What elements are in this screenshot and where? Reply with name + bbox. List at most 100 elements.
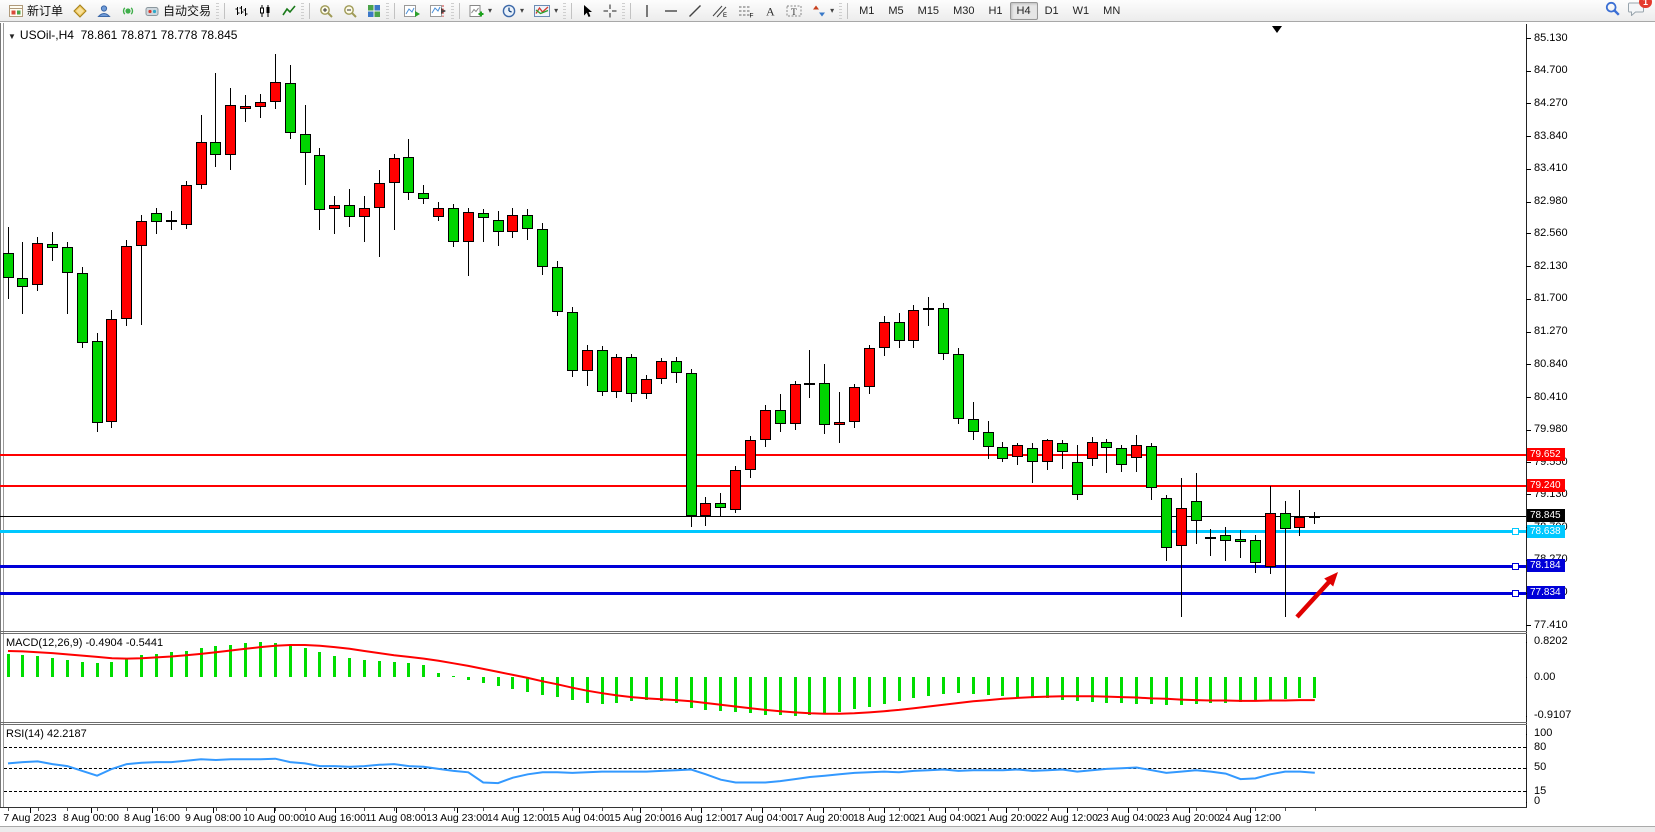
main-macd-separator[interactable] (0, 631, 1527, 632)
candle-wick (482, 209, 484, 242)
new-order-button[interactable]: 新订单 (4, 0, 68, 22)
main-macd-separator-2[interactable] (0, 633, 1527, 634)
price-tick (1526, 168, 1531, 170)
window-bottom-border (0, 826, 1655, 827)
line-endpoint-marker[interactable] (1512, 589, 1519, 597)
candle-bearish (997, 447, 1009, 459)
notifications-chat-icon[interactable]: 1 (1628, 0, 1652, 21)
timeframe-h1-button[interactable]: H1 (988, 4, 1003, 17)
price-tick-label: 81.700 (1534, 292, 1568, 305)
bid-price-line[interactable] (0, 515, 1526, 517)
equidistant-channel-button[interactable]: E (707, 0, 733, 22)
time-tick-major (1067, 808, 1068, 813)
time-tick-major (91, 808, 92, 813)
signals-button[interactable] (116, 0, 140, 22)
text-label-button[interactable]: T (781, 0, 807, 22)
fibonacci-button[interactable]: F (733, 0, 759, 22)
arrow-annotation[interactable] (1295, 580, 1331, 619)
time-tick-minor (453, 808, 455, 811)
candle-bullish (462, 212, 474, 242)
horizontal-line-button[interactable] (659, 0, 683, 22)
arrows-button[interactable]: ▾ (807, 0, 839, 22)
search-icon[interactable] (1605, 1, 1620, 21)
toolbar-separator (394, 2, 396, 19)
resistance-line-1[interactable] (0, 453, 1526, 456)
macd-histogram-bar (541, 677, 545, 695)
timeframe-m15-button[interactable]: M15 (917, 4, 940, 17)
time-axis-border (0, 807, 1655, 808)
text-button[interactable]: A (759, 0, 781, 22)
time-tick-minor (839, 808, 841, 811)
chart-ohlc-readout: 78.861 78.871 78.778 78.845 (80, 28, 238, 42)
new-chart-button[interactable]: ▾ (464, 0, 497, 22)
chart-shift-button[interactable] (425, 0, 451, 22)
arrows-button-dropdown-arrow-icon[interactable]: ▾ (830, 6, 835, 15)
zoom-in-icon (319, 4, 333, 18)
macd-rsi-separator-2[interactable] (0, 724, 1527, 725)
cursor-button[interactable] (576, 0, 598, 22)
candle-bearish (284, 82, 296, 134)
chart-plot-area[interactable] (0, 23, 1526, 606)
macd-histogram-bar (763, 677, 767, 715)
autotrading-button[interactable]: 自动交易 (140, 0, 216, 22)
macd-histogram-bar (1120, 677, 1124, 704)
candle-bearish (715, 502, 727, 509)
tile-windows-button[interactable] (362, 0, 386, 22)
price-axis-border[interactable] (1526, 24, 1527, 826)
time-tick-minor (8, 808, 9, 811)
support-line-blue-1[interactable] (0, 564, 1526, 568)
toolbar-group-grip (301, 2, 305, 19)
timeframe-w1-button[interactable]: W1 (1072, 4, 1090, 17)
support-line-blue-2[interactable] (0, 591, 1526, 595)
resistance-line-2[interactable] (0, 485, 1526, 488)
line-endpoint-marker[interactable] (1512, 528, 1519, 536)
chart-shift-marker-icon[interactable] (1272, 26, 1282, 33)
toolbar-separator (571, 2, 573, 19)
timeframe-h4-button[interactable]: H4 (1009, 1, 1038, 20)
timeframe-mn-button[interactable]: MN (1103, 4, 1121, 17)
crosshair-button[interactable] (598, 0, 622, 22)
toolbar-separator (309, 2, 311, 19)
time-tick-major (762, 808, 763, 813)
trendline-button[interactable] (683, 0, 707, 22)
candle-bearish (76, 273, 88, 344)
price-badge-77.834: 77.834 (1527, 586, 1565, 599)
price-tick-label: 82.980 (1534, 195, 1568, 208)
candlestick-button[interactable] (253, 0, 277, 22)
time-label: 13 Aug 23:00 (426, 812, 488, 824)
bar-chart-button[interactable] (229, 0, 253, 22)
timeframe-m1-button[interactable]: M1 (859, 4, 875, 17)
time-label: 16 Aug 12:00 (670, 812, 732, 824)
indicators-button-dropdown-arrow-icon[interactable]: ▾ (554, 6, 559, 15)
time-tick-major (335, 808, 336, 813)
vertical-line-button[interactable] (635, 0, 659, 22)
support-line-cyan[interactable] (0, 530, 1526, 534)
time-axis[interactable] (0, 808, 1655, 826)
candle-bearish (819, 382, 831, 426)
price-axis[interactable] (1527, 24, 1655, 826)
zoom-out-button[interactable] (338, 0, 362, 22)
macd-rsi-separator[interactable] (0, 722, 1527, 723)
candle-bearish (2, 253, 14, 279)
line-chart-button[interactable] (277, 0, 301, 22)
line-endpoint-marker[interactable] (1512, 562, 1519, 570)
rsi-pane[interactable] (0, 725, 1526, 806)
indicators-button[interactable]: ▾ (529, 0, 563, 22)
candle-wick (1032, 443, 1034, 483)
time-tick-minor (899, 808, 900, 811)
zoom-in-button[interactable] (314, 0, 338, 22)
macd-histogram-bar (333, 655, 337, 677)
auto-scroll-button[interactable] (399, 0, 425, 22)
macd-histogram-bar (125, 657, 129, 677)
metaquotes-button[interactable] (68, 0, 92, 22)
timeframe-d1-button[interactable]: D1 (1044, 4, 1059, 17)
timeframe-m30-button[interactable]: M30 (953, 4, 975, 17)
profiles-button-dropdown-arrow-icon[interactable]: ▾ (520, 6, 525, 15)
svg-text:T: T (791, 7, 797, 17)
new-chart-button-dropdown-arrow-icon[interactable]: ▾ (488, 6, 493, 15)
timeframe-m5-button[interactable]: M5 (888, 4, 904, 17)
metaeditor-button[interactable] (92, 0, 116, 22)
profiles-button[interactable]: ▾ (497, 0, 529, 22)
time-tick-minor (1196, 808, 1197, 811)
chart-menu-arrow-icon[interactable]: ▼ (8, 32, 16, 41)
